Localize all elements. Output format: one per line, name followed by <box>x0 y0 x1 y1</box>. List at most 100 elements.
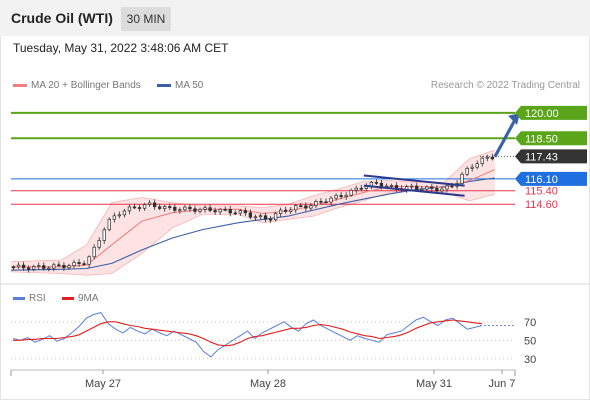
candle-body <box>354 187 358 191</box>
forecast-arrow <box>493 117 518 158</box>
candle-body <box>57 264 61 267</box>
candle-body <box>198 209 202 212</box>
candle-body <box>379 182 384 187</box>
candle-body <box>173 206 177 211</box>
bollinger-band <box>11 150 495 276</box>
candle-body <box>122 210 127 216</box>
candle-body <box>77 262 81 264</box>
candle-body <box>278 209 283 214</box>
candle-body <box>470 166 474 169</box>
candle-body <box>460 173 464 184</box>
level-tag-pivot <box>515 171 587 186</box>
candle-body <box>445 185 449 190</box>
timeframe-badge[interactable]: 30 MIN <box>121 7 171 31</box>
candle-body <box>188 206 192 210</box>
legend-rsi-label: RSI <box>29 293 46 304</box>
rsi-line <box>12 312 483 358</box>
rsi-ma-line <box>13 319 483 347</box>
ma20-swatch <box>13 83 27 87</box>
candle-body <box>208 207 212 211</box>
candle-body <box>107 218 111 231</box>
candle-body <box>450 185 454 188</box>
timestamp: Tuesday, May 31, 2022 3:48:06 AM CET <box>13 41 229 55</box>
candle-body <box>132 206 137 209</box>
candle-body <box>178 209 182 212</box>
candle-body <box>147 202 152 205</box>
candle-body <box>420 188 424 191</box>
candle-body <box>72 262 76 266</box>
candle-body <box>465 167 469 175</box>
candle-body <box>47 267 51 270</box>
candle-body <box>52 264 56 269</box>
candle-body <box>213 210 217 213</box>
x-tick-label: May 27 <box>85 378 121 390</box>
channel-line-1 <box>363 174 465 187</box>
level-tag-resistance <box>515 131 587 146</box>
legend-rsi: RSI <box>13 293 46 304</box>
candle-body <box>142 204 147 209</box>
candle-body <box>430 186 434 189</box>
candle-body <box>203 207 207 210</box>
candle-body <box>228 209 232 214</box>
candle-body <box>289 209 293 212</box>
candle-body <box>152 202 157 208</box>
candle-body <box>21 264 26 269</box>
x-tick-label: May 28 <box>250 378 286 390</box>
candle-body <box>26 267 31 270</box>
candle-body <box>425 186 429 190</box>
candle-body <box>163 206 167 209</box>
rsi-swatch <box>13 296 25 300</box>
level-tag-current <box>515 149 587 164</box>
candle-body <box>359 187 363 190</box>
candle-body <box>389 185 394 187</box>
candle-body <box>127 206 132 212</box>
candle-body <box>410 185 414 188</box>
rsi-tick-label: 70 <box>524 317 536 329</box>
candle-body <box>16 264 21 268</box>
candle-body <box>218 208 222 213</box>
candle-body <box>299 205 303 208</box>
level-label-current: 117.43 <box>525 151 558 163</box>
candle-body <box>42 265 46 269</box>
candle-body <box>97 240 101 248</box>
candle-body <box>435 188 439 192</box>
legend-rsi-ma-label: 9MA <box>78 293 99 304</box>
candle-body <box>273 213 278 221</box>
candle-body <box>253 216 258 219</box>
candle-body <box>349 189 353 196</box>
ma50-swatch <box>157 83 171 87</box>
candle-body <box>87 256 91 265</box>
candle-body <box>490 156 494 160</box>
legend-ma20: MA 20 + Bollinger Bands <box>13 80 141 91</box>
legend-ma20-label: MA 20 + Bollinger Bands <box>31 80 141 91</box>
candle-body <box>183 206 187 211</box>
candle-body <box>193 208 197 212</box>
legend-ma50-label: MA 50 <box>175 80 204 91</box>
candle-body <box>480 157 484 164</box>
candle-body <box>475 163 479 168</box>
rsi-tick-label: 50 <box>524 335 536 347</box>
level-label-pivot: 116.10 <box>525 174 558 186</box>
candle-body <box>62 264 66 269</box>
candle-body <box>158 206 162 209</box>
bollinger-upper-line <box>10 149 495 263</box>
candle-body <box>440 188 444 192</box>
candle-body <box>339 195 343 198</box>
candle-body <box>374 182 379 184</box>
instrument-title: Crude Oil (WTI) <box>11 10 113 26</box>
candle-body <box>304 205 308 209</box>
candle-body <box>223 208 227 211</box>
candle-body <box>309 205 313 209</box>
candle-body <box>334 195 338 199</box>
legend-rsi-ma: 9MA <box>62 293 99 304</box>
candle-body <box>32 266 36 270</box>
candle-body <box>112 215 116 220</box>
candle-body <box>284 209 288 212</box>
channel-line-2 <box>363 184 465 197</box>
candle-body <box>248 212 253 218</box>
rsi-ma-swatch <box>62 296 74 300</box>
candle-body <box>329 197 333 203</box>
candle-body <box>92 246 96 258</box>
candle-body <box>67 265 71 269</box>
